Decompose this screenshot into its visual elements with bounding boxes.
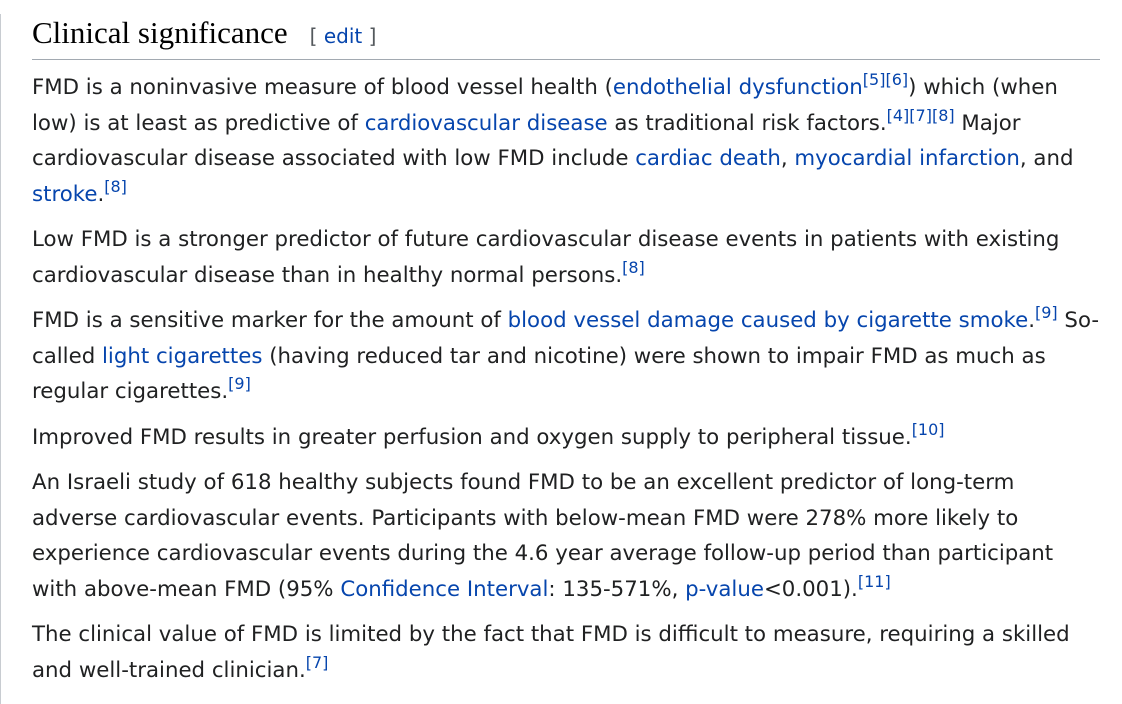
paragraph-text: : 135-571%,	[548, 576, 686, 602]
paragraph-text: The clinical value of FMD is limited by …	[32, 622, 1070, 683]
paragraph-1: FMD is a noninvasive measure of blood ve…	[32, 70, 1104, 212]
link-endothelial-dysfunction[interactable]: endothelial dysfunction	[612, 75, 863, 101]
edit-section-link-wrapper: [ edit ]	[310, 24, 377, 48]
citation-link-7[interactable]: [7]	[909, 105, 932, 125]
citation: [8]	[622, 258, 645, 277]
citation-link-11[interactable]: [11]	[857, 571, 891, 591]
citation-link-10[interactable]: [10]	[911, 419, 945, 439]
citation: [7]	[909, 106, 932, 125]
paragraph-text: ,	[780, 146, 795, 172]
paragraph-text: .	[1028, 308, 1035, 334]
paragraph-text: , and	[1019, 146, 1074, 172]
citation: [7]	[306, 653, 329, 672]
citation-link-7[interactable]: [7]	[305, 652, 329, 672]
paragraph-text: ) which (when low) is at least as predic…	[32, 75, 1058, 136]
paragraph-text: (having reduced tar and nicotine) were s…	[32, 343, 1046, 405]
citation: [8]	[932, 106, 955, 125]
citation-link-4[interactable]: [4]	[886, 105, 910, 125]
citation: [11]	[858, 572, 891, 591]
section-heading: Clinical significance [ edit ]	[32, 14, 1100, 61]
link-cardiac-death[interactable]: cardiac death	[635, 146, 781, 172]
citation-link-9[interactable]: [9]	[228, 374, 251, 394]
paragraph-4: Improved FMD results in greater perfusio…	[32, 420, 1104, 456]
citation-link-8[interactable]: [8]	[104, 176, 127, 196]
link-confidence-interval[interactable]: Confidence Interval	[340, 576, 549, 602]
link-stroke[interactable]: stroke	[32, 181, 98, 207]
citation: [9]	[1035, 303, 1058, 322]
section-title: Clinical significance	[32, 15, 288, 50]
link-light-cigarettes[interactable]: light cigarettes	[102, 343, 263, 369]
link-cardiovascular-disease[interactable]: cardiovascular disease	[364, 110, 608, 136]
link-myocardial-infarction[interactable]: myocardial infarction	[794, 146, 1020, 172]
citation: [5]	[863, 70, 886, 89]
link-p-value[interactable]: p-value	[685, 576, 764, 602]
paragraph-text: .	[97, 181, 105, 207]
citation: [8]	[104, 177, 127, 196]
paragraph-text: FMD is a noninvasive measure of blood ve…	[32, 75, 613, 101]
paragraph-text: as traditional risk factors.	[607, 110, 887, 136]
article-section: Clinical significance [ edit ] FMD is a …	[0, 14, 1122, 704]
edit-bracket-open: [	[309, 24, 324, 48]
citation: [6]	[885, 70, 908, 89]
paragraph-text: So-called	[32, 308, 1100, 369]
citation-link-6[interactable]: [6]	[885, 70, 909, 90]
paragraph-text: Major cardiovascular disease associated …	[32, 110, 1021, 172]
paragraph-text: Improved FMD results in greater perfusio…	[32, 424, 912, 450]
paragraph-text: Low FMD is a stronger predictor of futur…	[32, 227, 1060, 288]
edit-bracket-close: ]	[362, 24, 377, 48]
paragraph-6: The clinical value of FMD is limited by …	[32, 617, 1104, 688]
paragraph-3: FMD is a sensitive marker for the amount…	[32, 303, 1104, 410]
paragraph-5: An Israeli study of 618 healthy subjects…	[32, 465, 1104, 607]
citation-link-8[interactable]: [8]	[931, 105, 955, 125]
citation: [9]	[228, 374, 251, 393]
paragraph-2: Low FMD is a stronger predictor of futur…	[32, 222, 1104, 293]
citation: [10]	[912, 420, 945, 439]
citation-link-8[interactable]: [8]	[622, 257, 645, 277]
edit-section-link[interactable]: edit	[323, 24, 363, 48]
citation-link-5[interactable]: [5]	[862, 70, 886, 90]
citation-link-9[interactable]: [9]	[1034, 303, 1058, 323]
section-content: FMD is a noninvasive measure of blood ve…	[32, 70, 1104, 688]
paragraph-text: An Israeli study of 618 healthy subjects…	[32, 470, 1054, 602]
link-blood-vessel-damage[interactable]: blood vessel damage caused by cigarette …	[507, 308, 1029, 334]
citation: [4]	[887, 106, 910, 125]
paragraph-text: FMD is a sensitive marker for the amount…	[32, 308, 508, 334]
paragraph-text: <0.001).	[763, 576, 858, 602]
